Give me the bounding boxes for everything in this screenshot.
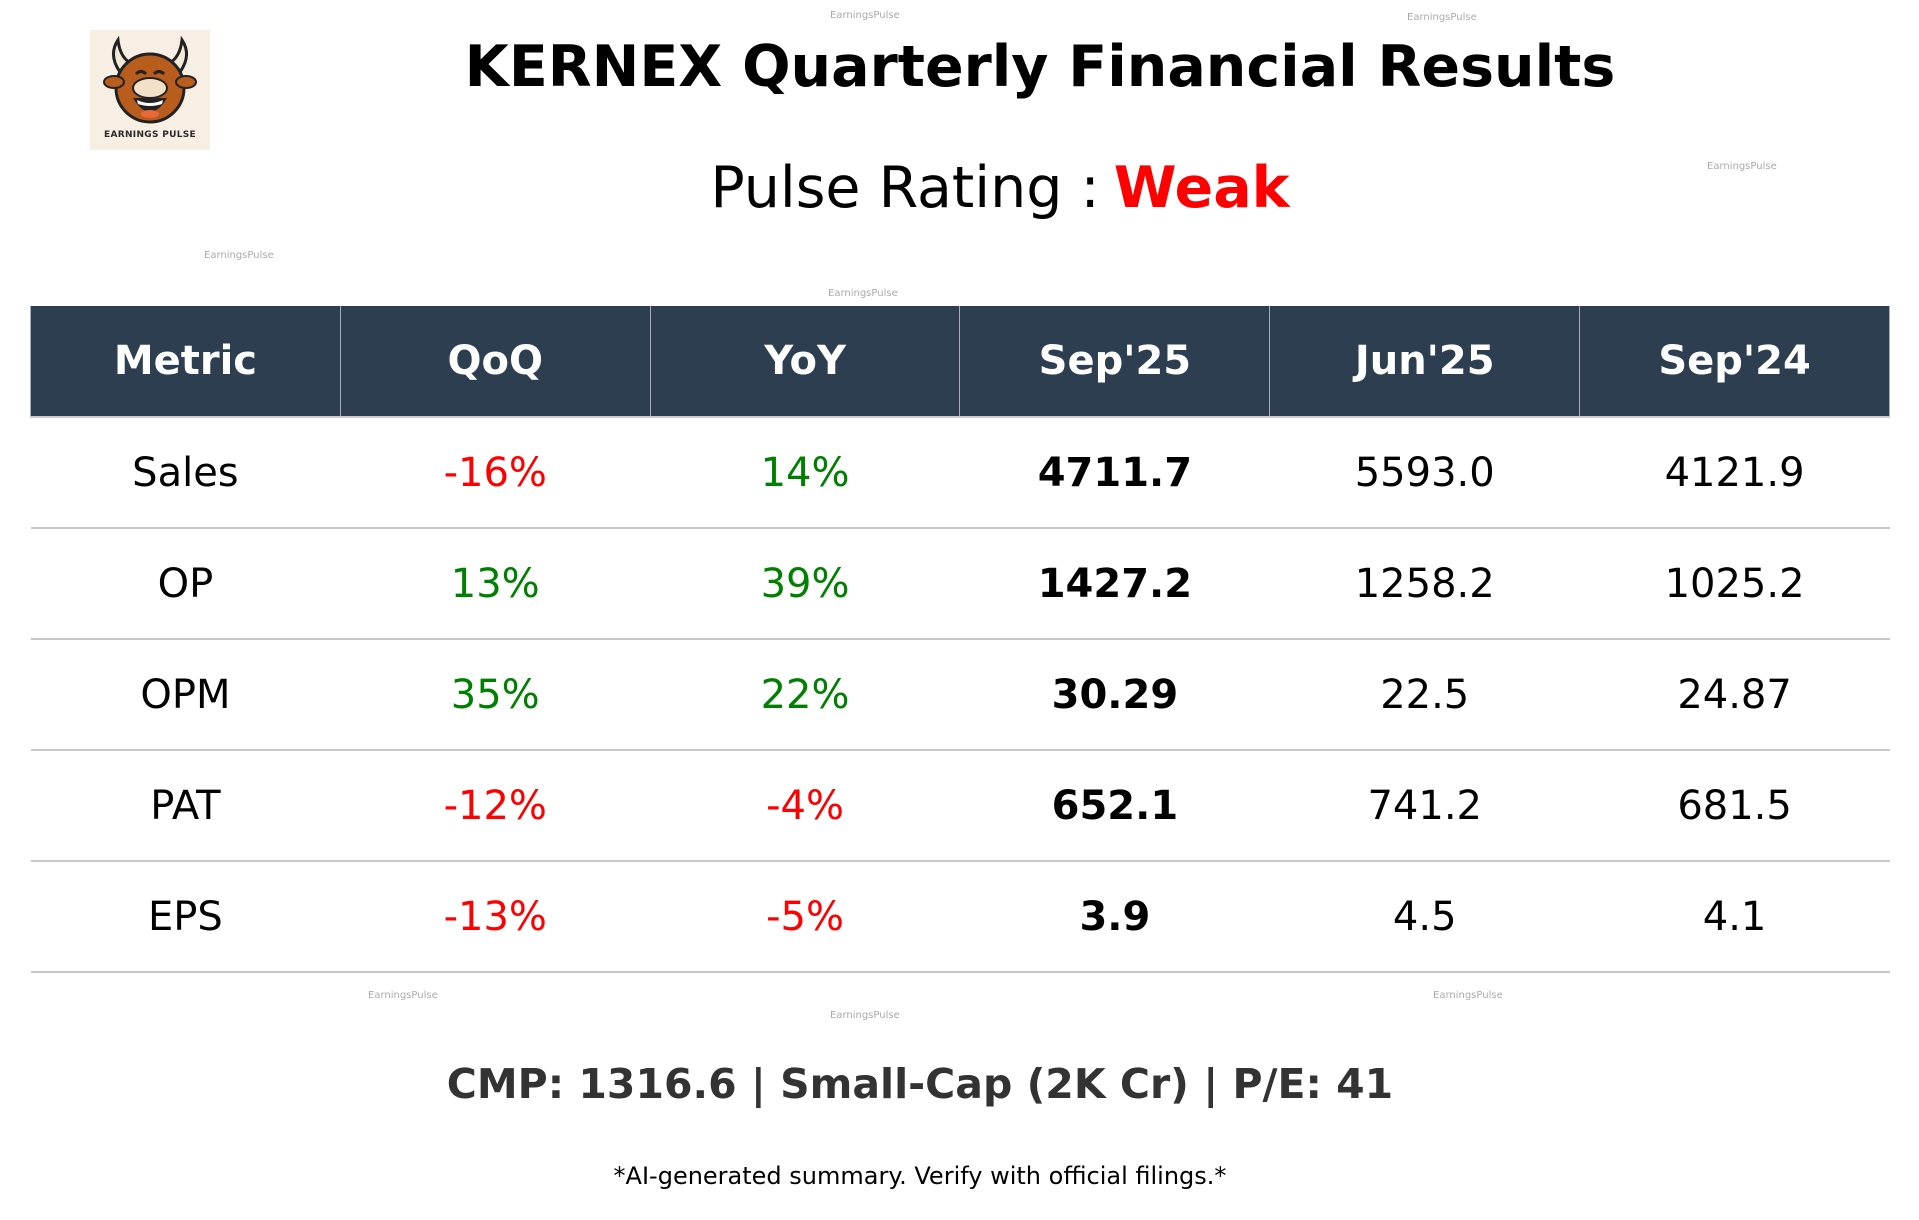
table-row: OP 13% 39% 1427.2 1258.2 1025.2 bbox=[30, 528, 1890, 640]
rating-value: Weak bbox=[1113, 155, 1290, 221]
cell-qoq: 13% bbox=[340, 528, 651, 640]
table-row: PAT -12% -4% 652.1 741.2 681.5 bbox=[30, 750, 1890, 862]
pulse-rating: Pulse Rating : Weak bbox=[0, 155, 1919, 221]
cell-metric: PAT bbox=[30, 750, 341, 862]
table-row: OPM 35% 22% 30.29 22.5 24.87 bbox=[30, 639, 1890, 751]
watermark: EarningsPulse bbox=[828, 288, 898, 299]
cell-sep25: 652.1 bbox=[959, 750, 1270, 862]
header-qoq: QoQ bbox=[339, 306, 651, 418]
cell-sep24: 4121.9 bbox=[1579, 417, 1890, 529]
cell-yoy: 22% bbox=[650, 639, 960, 751]
cell-sep25: 30.29 bbox=[959, 639, 1270, 751]
cell-jun25: 1258.2 bbox=[1269, 528, 1580, 640]
cell-sep24: 4.1 bbox=[1579, 861, 1890, 973]
cell-jun25: 4.5 bbox=[1269, 861, 1580, 973]
cell-sep25: 4711.7 bbox=[959, 417, 1270, 529]
watermark: EarningsPulse bbox=[830, 1010, 900, 1021]
page-title: KERNEX Quarterly Financial Results bbox=[464, 34, 1616, 100]
cell-yoy: 39% bbox=[650, 528, 960, 640]
watermark: EarningsPulse bbox=[830, 10, 900, 21]
market-summary: CMP: 1316.6 | Small-Cap (2K Cr) | P/E: 4… bbox=[446, 1060, 1394, 1108]
table-row: Sales -16% 14% 4711.7 5593.0 4121.9 bbox=[30, 417, 1890, 529]
cell-jun25: 22.5 bbox=[1269, 639, 1580, 751]
cell-qoq: -16% bbox=[340, 417, 651, 529]
cell-sep25: 1427.2 bbox=[959, 528, 1270, 640]
cell-qoq: 35% bbox=[340, 639, 651, 751]
watermark: EarningsPulse bbox=[1707, 161, 1777, 172]
header-metric: Metric bbox=[30, 306, 341, 418]
rating-label: Pulse Rating : bbox=[710, 155, 1100, 221]
cell-metric: Sales bbox=[30, 417, 341, 529]
disclaimer: *AI-generated summary. Verify with offic… bbox=[613, 1162, 1227, 1190]
table-row: EPS -13% -5% 3.9 4.5 4.1 bbox=[30, 861, 1890, 973]
watermark: EarningsPulse bbox=[368, 990, 438, 1001]
cell-yoy: -4% bbox=[650, 750, 960, 862]
header-sep24: Sep'24 bbox=[1579, 306, 1890, 418]
cell-qoq: -13% bbox=[340, 861, 651, 973]
logo-text: EARNINGS PULSE bbox=[104, 130, 196, 140]
cell-jun25: 5593.0 bbox=[1269, 417, 1580, 529]
cell-yoy: -5% bbox=[650, 861, 960, 973]
cell-metric: OPM bbox=[30, 639, 341, 751]
watermark: EarningsPulse bbox=[1433, 990, 1503, 1001]
header-jun25: Jun'25 bbox=[1269, 306, 1581, 418]
watermark: EarningsPulse bbox=[204, 250, 274, 261]
header-sep25: Sep'25 bbox=[959, 306, 1271, 418]
cell-jun25: 741.2 bbox=[1269, 750, 1580, 862]
header-yoy: YoY bbox=[649, 306, 961, 418]
watermark: EarningsPulse bbox=[1407, 12, 1477, 23]
cell-yoy: 14% bbox=[650, 417, 960, 529]
cell-metric: OP bbox=[30, 528, 341, 640]
earnings-pulse-logo: EARNINGS PULSE bbox=[90, 30, 210, 150]
cell-metric: EPS bbox=[30, 861, 341, 973]
cell-sep24: 24.87 bbox=[1579, 639, 1890, 751]
cell-sep25: 3.9 bbox=[959, 861, 1270, 973]
cell-sep24: 681.5 bbox=[1579, 750, 1890, 862]
table-header-row: Metric QoQ YoY Sep'25 Jun'25 Sep'24 bbox=[30, 306, 1890, 418]
bull-icon bbox=[103, 35, 197, 124]
results-table: Metric QoQ YoY Sep'25 Jun'25 Sep'24 Sale… bbox=[30, 306, 1890, 973]
cell-sep24: 1025.2 bbox=[1579, 528, 1890, 640]
cell-qoq: -12% bbox=[340, 750, 651, 862]
